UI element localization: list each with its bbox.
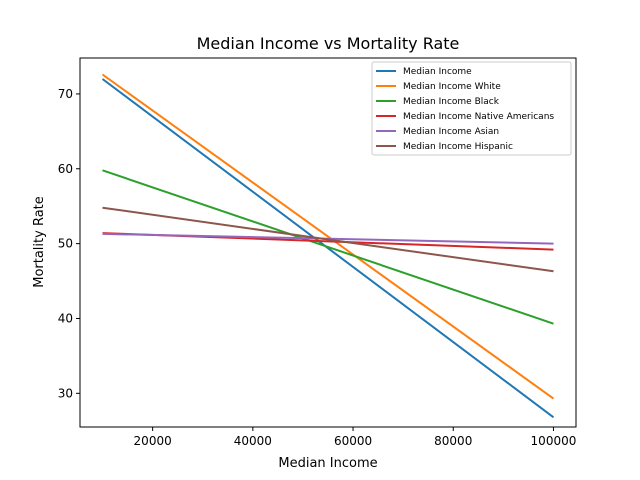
y-tick-label: 60	[58, 162, 73, 176]
series-line	[101, 78, 555, 419]
y-tick-label: 50	[58, 237, 73, 251]
x-tick-label: 100000	[531, 434, 577, 448]
legend-box	[371, 61, 572, 156]
y-tick-label: 70	[58, 87, 73, 101]
legend-label: Median Income White	[403, 82, 501, 92]
plot-frame	[79, 57, 577, 428]
legend-label: Median Income Black	[403, 97, 500, 107]
y-tick-label: 40	[58, 311, 73, 325]
y-axis-label: Mortality Rate	[32, 196, 47, 288]
series-line	[101, 73, 555, 400]
legend-label: Median Income Asian	[403, 127, 499, 137]
x-tick-label: 80000	[434, 434, 472, 448]
y-tick-label: 30	[58, 386, 73, 400]
x-tick-label: 20000	[134, 434, 172, 448]
legend-label: Median Income	[403, 67, 472, 77]
series-line	[102, 206, 554, 273]
x-axis-label: Median Income	[278, 456, 377, 471]
series-line	[102, 169, 554, 325]
x-tick-label: 40000	[234, 434, 272, 448]
y-axis-ticks: 30 40 50 60 70	[58, 87, 80, 400]
series-lines	[101, 73, 555, 419]
x-tick-label: 60000	[334, 434, 372, 448]
legend-label: Median Income Native Americans	[403, 112, 554, 122]
x-axis-ticks: 20000 40000 60000 80000 100000	[134, 427, 577, 448]
legend-label: Median Income Hispanic	[403, 142, 513, 152]
chart-title: Median Income vs Mortality Rate	[197, 34, 460, 53]
legend: Median Income Median Income White Median I…	[371, 61, 572, 156]
